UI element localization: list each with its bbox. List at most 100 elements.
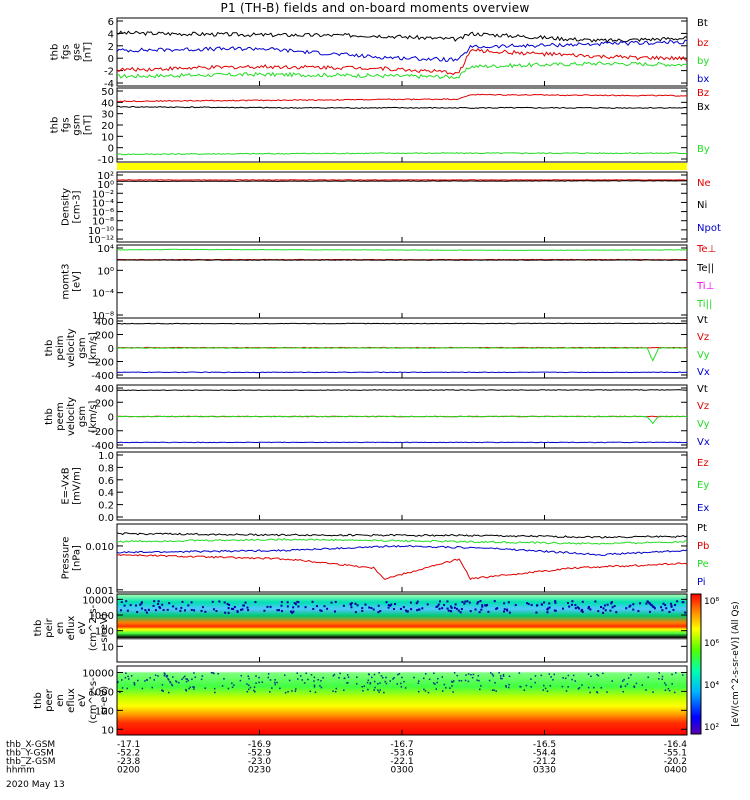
y-tick-label: -200 bbox=[91, 358, 114, 369]
peer-noise-pixel bbox=[378, 672, 380, 674]
peir-noise-pixel bbox=[368, 606, 371, 609]
y-tick-label: 1000 bbox=[89, 687, 114, 698]
y-tick-label: 200 bbox=[95, 331, 114, 342]
peir-noise-pixel bbox=[469, 610, 472, 613]
peir-noise-pixel bbox=[215, 610, 218, 613]
legend-label: Ni bbox=[697, 200, 707, 211]
peir-noise-pixel bbox=[507, 601, 510, 604]
y-axis-label: sr-eV) bbox=[99, 686, 110, 715]
y-tick-label: 400 bbox=[95, 317, 114, 328]
peir-noise-pixel bbox=[457, 609, 460, 612]
peir-noise-pixel bbox=[276, 609, 279, 612]
peer-noise-pixel bbox=[347, 682, 349, 684]
peer-noise-pixel bbox=[534, 681, 536, 684]
peir-noise-pixel bbox=[554, 600, 557, 603]
peir-noise-pixel bbox=[581, 600, 584, 603]
peer-noise-pixel bbox=[231, 686, 234, 689]
peer-noise-pixel bbox=[478, 679, 480, 682]
chart-title: P1 (TH-B) fields and on-board moments ov… bbox=[220, 1, 530, 15]
peir-noise-pixel bbox=[662, 602, 665, 605]
peir-noise-pixel bbox=[157, 602, 160, 605]
peer-noise-pixel bbox=[508, 675, 511, 678]
y-axis-label: eflux bbox=[66, 688, 77, 713]
peer-noise-pixel bbox=[652, 691, 654, 693]
y-tick-label: 10⁻⁸ bbox=[92, 311, 114, 322]
peir-noise-pixel bbox=[292, 610, 295, 613]
peer-noise-pixel bbox=[367, 688, 369, 691]
x-axis-value: -20.2 bbox=[664, 757, 687, 767]
peir-noise-pixel bbox=[126, 609, 129, 612]
peer-noise-pixel bbox=[363, 685, 366, 687]
peer-noise-pixel bbox=[163, 672, 166, 674]
peir-noise-pixel bbox=[546, 611, 549, 614]
peer-noise-pixel bbox=[418, 690, 420, 693]
peer-noise-pixel bbox=[620, 685, 622, 687]
peer-noise-pixel bbox=[221, 685, 224, 687]
peer-noise-pixel bbox=[400, 686, 403, 688]
y-axis-label: Pressure bbox=[61, 537, 72, 580]
legend-label: Vz bbox=[697, 332, 709, 343]
peir-noise-pixel bbox=[319, 609, 322, 612]
legend-label: Npot bbox=[697, 223, 721, 234]
peir-noise-pixel bbox=[570, 603, 573, 606]
peir-noise-pixel bbox=[639, 602, 642, 605]
peer-noise-pixel bbox=[258, 681, 260, 684]
y-axis-label: [cm-3] bbox=[72, 190, 83, 223]
y-axis-label: thb bbox=[50, 117, 61, 134]
peer-noise-pixel bbox=[171, 683, 173, 686]
peer-noise-pixel bbox=[622, 690, 625, 693]
legend-label: Ex bbox=[697, 503, 709, 514]
x-axis-row-label: thb_Y-GSM bbox=[6, 749, 54, 759]
panel-peir: 10000 1000 100 10 thb peir en eflux eV (cm^2-s-sr… bbox=[33, 593, 688, 663]
peir-noise-pixel bbox=[147, 608, 150, 611]
peer-noise-pixel bbox=[214, 691, 216, 694]
peer-noise-pixel bbox=[175, 680, 177, 682]
peer-noise-pixel bbox=[667, 687, 670, 690]
peer-noise-pixel bbox=[133, 681, 136, 684]
peir-noise-pixel bbox=[568, 605, 571, 608]
peir-noise-pixel bbox=[435, 605, 438, 608]
peer-noise-pixel bbox=[164, 673, 166, 675]
peir-noise-pixel bbox=[278, 609, 281, 612]
x-axis-value: -23.0 bbox=[248, 757, 272, 767]
x-axis-row-label: thb_Z-GSM bbox=[6, 757, 55, 767]
y-tick-label: -10 bbox=[98, 155, 114, 166]
peer-noise-pixel bbox=[303, 682, 306, 684]
x-axis-value: -16.7 bbox=[390, 740, 413, 750]
legend-label: Pb bbox=[697, 541, 709, 552]
peer-noise-pixel bbox=[548, 673, 551, 675]
y-tick-label: 0.001 bbox=[85, 586, 114, 597]
legend-label: Te|| bbox=[696, 263, 714, 274]
peir-noise-pixel bbox=[554, 601, 557, 604]
peer-noise-pixel bbox=[490, 672, 492, 674]
legend-label: Ne bbox=[697, 178, 711, 189]
peer-noise-pixel bbox=[161, 684, 164, 686]
peer-noise-pixel bbox=[248, 684, 250, 687]
peir-noise-pixel bbox=[385, 601, 388, 604]
y-tick-label: 10² bbox=[97, 171, 114, 182]
peer-noise-pixel bbox=[467, 673, 470, 675]
peir-noise-pixel bbox=[609, 609, 612, 612]
peir-noise-pixel bbox=[610, 601, 613, 604]
peir-noise-pixel bbox=[297, 601, 300, 604]
y-axis-label: [km/s] bbox=[88, 332, 99, 364]
x-axis-value: -16.4 bbox=[664, 740, 688, 750]
y-axis-label: [nPa] bbox=[72, 545, 83, 571]
peer-noise-pixel bbox=[194, 676, 197, 678]
peir-noise-pixel bbox=[594, 600, 597, 603]
peir-noise-pixel bbox=[224, 611, 227, 614]
peer-noise-pixel bbox=[165, 675, 167, 677]
peir-noise-pixel bbox=[463, 602, 466, 605]
colorbar-tick-label: 10⁸ bbox=[704, 597, 719, 607]
y-axis-label: Density bbox=[61, 188, 72, 226]
peir-noise-pixel bbox=[681, 601, 684, 604]
peer-noise-pixel bbox=[665, 684, 667, 686]
y-axis-label: eflux bbox=[66, 616, 77, 641]
y-tick-label: 0 bbox=[108, 413, 114, 424]
peir-noise-pixel bbox=[415, 602, 418, 605]
y-axis-label: gse bbox=[72, 43, 83, 61]
peer-noise-pixel bbox=[246, 690, 249, 693]
peer-noise-pixel bbox=[493, 689, 495, 691]
y-tick-label: 10 bbox=[101, 642, 114, 653]
